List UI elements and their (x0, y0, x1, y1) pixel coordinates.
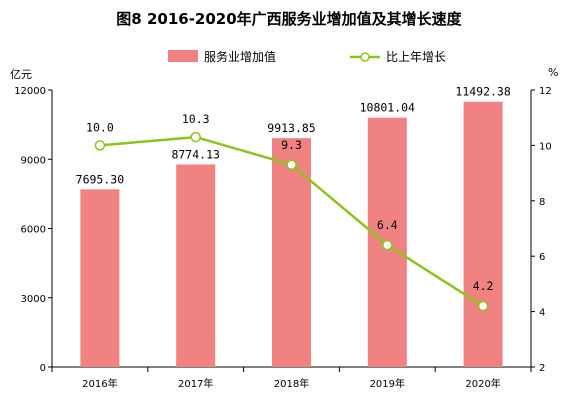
data-labels: 7695.30 8774.13 9913.85 10801.04 11492.38 10.… (76, 85, 511, 293)
x-tick-label: 2017年 (178, 377, 213, 390)
growth-value-label: 10.3 (182, 112, 210, 126)
legend-bar-swatch (168, 50, 198, 62)
right-tick-label: 10 (539, 141, 552, 152)
growth-value-label: 9.3 (281, 138, 302, 152)
growth-point (190, 131, 201, 143)
legend-bar-label: 服务业增加值 (204, 49, 276, 64)
legend-line-marker (360, 52, 370, 62)
legend: 服务业增加值 比上年增长 (168, 49, 446, 64)
left-axis-unit: 亿元 (10, 68, 32, 81)
growth-point (286, 159, 297, 171)
growth-point (382, 239, 393, 251)
bar-value-label: 11492.38 (455, 85, 510, 99)
x-tick-label: 2018年 (274, 377, 309, 390)
growth-point (477, 300, 489, 312)
bar (272, 138, 311, 367)
bar-value-label: 7695.30 (76, 172, 125, 186)
x-tick-label: 2019年 (370, 377, 405, 390)
x-tick-label: 2016年 (82, 377, 117, 390)
right-tick-label: 6 (539, 252, 545, 263)
bar (463, 101, 503, 367)
bar-value-label: 8774.13 (171, 147, 220, 161)
right-tick-label: 8 (539, 197, 545, 208)
growth-line (94, 131, 489, 312)
left-tick-label: 9000 (21, 155, 46, 166)
right-tick-label: 12 (539, 86, 552, 97)
x-tick-label: 2020年 (465, 377, 500, 390)
growth-value-label: 4.2 (473, 279, 494, 293)
right-tick-label: 4 (539, 308, 545, 319)
bar (176, 164, 216, 367)
chart-title: 图8 2016-2020年广西服务业增加值及其增长速度 (116, 10, 462, 28)
left-tick-label: 12000 (14, 86, 46, 97)
left-tick-label: 3000 (21, 294, 46, 305)
growth-value-label: 10.0 (86, 120, 114, 134)
left-tick-label: 6000 (21, 225, 46, 236)
bar (80, 189, 120, 367)
right-axis-unit: % (548, 66, 558, 79)
legend-line-label: 比上年增长 (386, 50, 446, 64)
right-tick-label: 2 (539, 363, 545, 374)
growth-point (94, 140, 106, 151)
bar-value-label: 9913.85 (267, 121, 315, 135)
growth-value-label: 6.4 (377, 218, 398, 232)
left-tick-label: 0 (40, 363, 46, 374)
bar-value-label: 10801.04 (360, 101, 415, 115)
